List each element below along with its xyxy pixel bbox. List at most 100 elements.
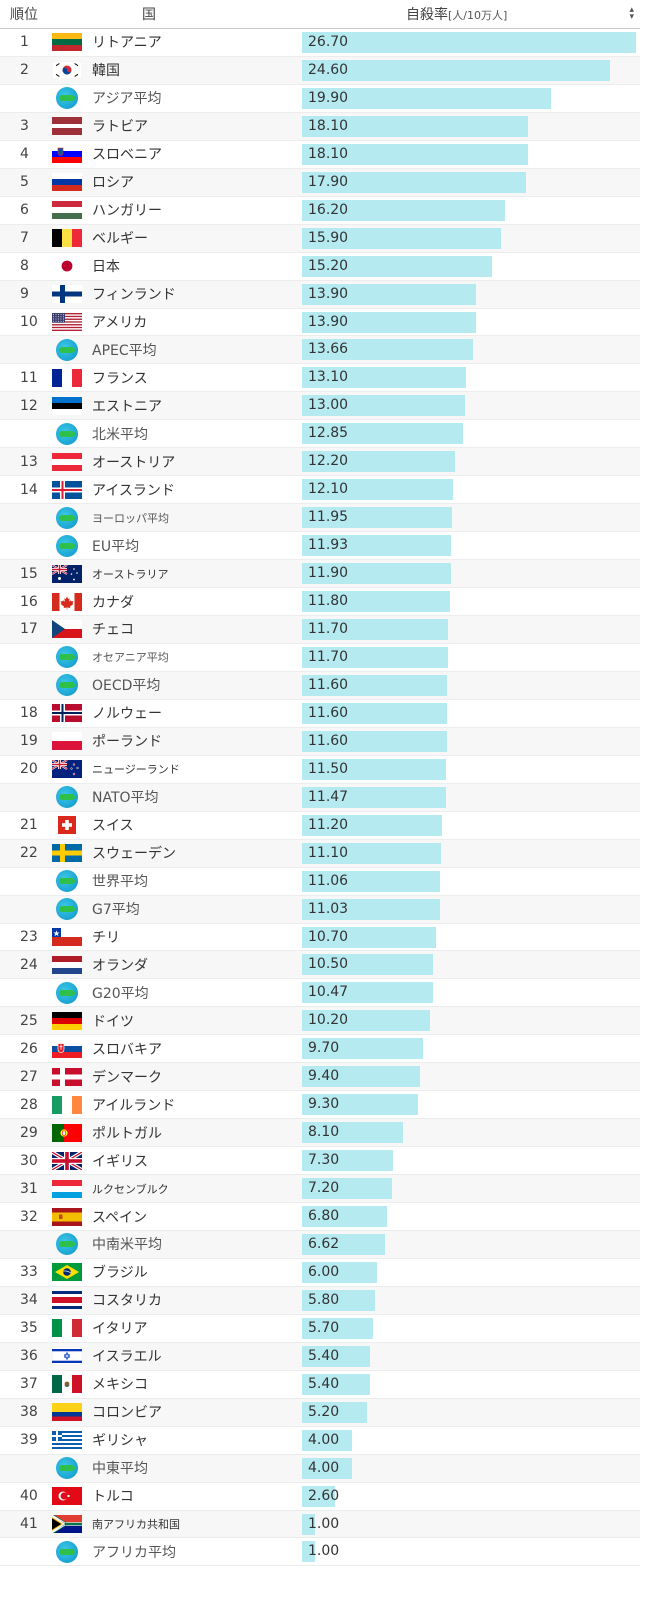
table-row[interactable]: 中東平均 4.00 [0,1454,640,1483]
rank-column-header[interactable]: 順位 [10,7,38,23]
table-row[interactable]: 12 エストニア 13.00 [0,392,640,421]
country-name[interactable]: ベルギー [92,231,148,248]
table-row[interactable]: OECD平均 11.60 [0,671,640,700]
country-name[interactable]: フランス [92,370,148,387]
country-name[interactable]: イギリス [92,1153,148,1170]
table-row[interactable]: 37 メキシコ 5.40 [0,1371,640,1399]
table-row[interactable]: 40 トルコ 2.60 [0,1483,640,1511]
table-row[interactable]: 7 ベルギー 15.90 [0,224,640,253]
table-row[interactable]: 28 アイルランド 9.30 [0,1091,640,1120]
country-name[interactable]: ラトビア [92,119,148,136]
table-row[interactable]: 36 イスラエル 5.40 [0,1342,640,1371]
table-row[interactable]: 23 チリ 10.70 [0,924,640,952]
table-row[interactable]: 26 スロバキア 9.70 [0,1035,640,1064]
country-name[interactable]: イタリア [92,1321,148,1338]
country-name[interactable]: トルコ [92,1489,134,1506]
country-name[interactable]: コスタリカ [92,1293,162,1310]
country-name[interactable]: ロシア [92,175,134,192]
country-name[interactable]: ノルウェー [92,706,162,723]
country-name[interactable]: アイルランド [92,1097,176,1114]
country-name[interactable]: アメリカ [92,315,148,331]
table-row[interactable]: 17 チェコ 11.70 [0,616,640,644]
country-name[interactable]: リトアニア [92,35,162,52]
table-row[interactable]: 25 ドイツ 10.20 [0,1007,640,1036]
table-row[interactable]: 27 デンマーク 9.40 [0,1063,640,1092]
table-row[interactable]: 11 フランス 13.10 [0,364,640,393]
table-row[interactable]: 10 アメリカ 13.90 [0,309,640,337]
table-row[interactable]: アフリカ平均 1.00 [0,1538,640,1567]
country-name[interactable]: イスラエル [92,1349,162,1366]
country-name[interactable]: オーストラリア [92,567,169,581]
table-row[interactable]: 9 フィンランド 13.90 [0,280,640,309]
country-name[interactable]: ギリシャ [92,1433,148,1450]
table-row[interactable]: 4 スロベニア 18.10 [0,141,640,169]
value-column-header[interactable]: 自殺率[人/10万人] [302,4,640,24]
table-row[interactable]: 29 ポルトガル 8.10 [0,1119,640,1148]
country-name[interactable]: スウェーデン [92,846,176,863]
country-name[interactable]: メキシコ [92,1377,148,1394]
country-name[interactable]: チリ [92,929,120,946]
table-row[interactable]: 16 カナダ 11.80 [0,588,640,617]
table-row[interactable]: 41 南アフリカ共和国 1.00 [0,1510,640,1539]
table-row[interactable]: 32 スペイン 6.80 [0,1203,640,1231]
country-name[interactable]: ブラジル [92,1265,148,1282]
country-name[interactable]: 日本 [92,259,120,276]
table-row[interactable]: 20 ニュージーランド 11.50 [0,756,640,784]
table-row[interactable]: 22 スウェーデン 11.10 [0,839,640,868]
country-name[interactable]: コロンビア [92,1405,162,1422]
table-row[interactable]: 35 イタリア 5.70 [0,1315,640,1343]
table-row[interactable]: 6 ハンガリー 16.20 [0,197,640,225]
country-name[interactable]: カナダ [92,594,134,611]
country-name[interactable]: オランダ [92,957,148,974]
table-row[interactable]: 3 ラトビア 18.10 [0,112,640,141]
country-name[interactable]: ドイツ [92,1013,134,1030]
country-name[interactable]: エストニア [92,398,162,415]
table-row[interactable]: APEC平均 13.66 [0,336,640,365]
table-row[interactable]: 北米平均 12.85 [0,420,640,449]
table-row[interactable]: 39 ギリシャ 4.00 [0,1427,640,1455]
table-row[interactable]: 世界平均 11.06 [0,868,640,896]
table-row[interactable]: オセアニア平均 11.70 [0,644,640,672]
country-name[interactable]: デンマーク [92,1069,162,1086]
table-row[interactable]: 5 ロシア 17.90 [0,168,640,197]
country-name[interactable]: スロベニア [92,147,162,164]
table-row[interactable]: 21 スイス 11.20 [0,812,640,840]
table-row[interactable]: 15 オーストラリア 11.90 [0,560,640,589]
table-row[interactable]: 1 リトアニア 26.70 [0,29,640,57]
country-column-header[interactable]: 国 [142,7,156,23]
table-row[interactable]: NATO平均 11.47 [0,783,640,812]
country-name[interactable]: ルクセンブルク [92,1182,169,1196]
table-row[interactable]: G20平均 10.47 [0,979,640,1008]
table-row[interactable]: G7平均 11.03 [0,895,640,924]
country-name[interactable]: アイスランド [92,482,175,499]
country-name[interactable]: オーストリア [92,454,176,471]
country-name[interactable]: 韓国 [92,63,120,80]
table-row[interactable]: アジア平均 19.90 [0,85,640,113]
table-row[interactable]: 14 アイスランド 12.10 [0,476,640,505]
country-name[interactable]: ポルトガル [92,1125,162,1142]
country-name[interactable]: ハンガリー [92,203,162,220]
table-row[interactable]: 38 コロンビア 5.20 [0,1398,640,1427]
country-name[interactable]: フィンランド [92,287,176,304]
country-name[interactable]: 南アフリカ共和国 [92,1517,180,1531]
country-name[interactable]: ポーランド [92,734,162,751]
table-row[interactable]: 18 ノルウェー 11.60 [0,700,640,728]
table-row[interactable]: 中南米平均 6.62 [0,1230,640,1259]
table-row[interactable]: 2 韓国 24.60 [0,56,640,85]
table-row[interactable]: 33 ブラジル 6.00 [0,1259,640,1287]
country-name[interactable]: チェコ [92,622,134,639]
country-name[interactable]: スイス [92,818,134,835]
table-row[interactable]: 34 コスタリカ 5.80 [0,1286,640,1315]
table-row[interactable]: ヨーロッパ平均 11.95 [0,504,640,533]
country-name[interactable]: ニュージーランド [92,763,180,777]
sort-icon[interactable]: ▴ ▾ [629,5,634,22]
table-row[interactable]: 13 オーストリア 12.20 [0,448,640,477]
table-row[interactable]: 30 イギリス 7.30 [0,1147,640,1176]
table-row[interactable]: EU平均 11.93 [0,532,640,561]
table-row[interactable]: 19 ポーランド 11.60 [0,727,640,756]
table-row[interactable]: 31 ルクセンブルク 7.20 [0,1175,640,1204]
country-name[interactable]: スペイン [92,1209,148,1226]
country-name[interactable]: スロバキア [92,1041,162,1058]
table-row[interactable]: 8 日本 15.20 [0,253,640,281]
table-row[interactable]: 24 オランダ 10.50 [0,951,640,980]
